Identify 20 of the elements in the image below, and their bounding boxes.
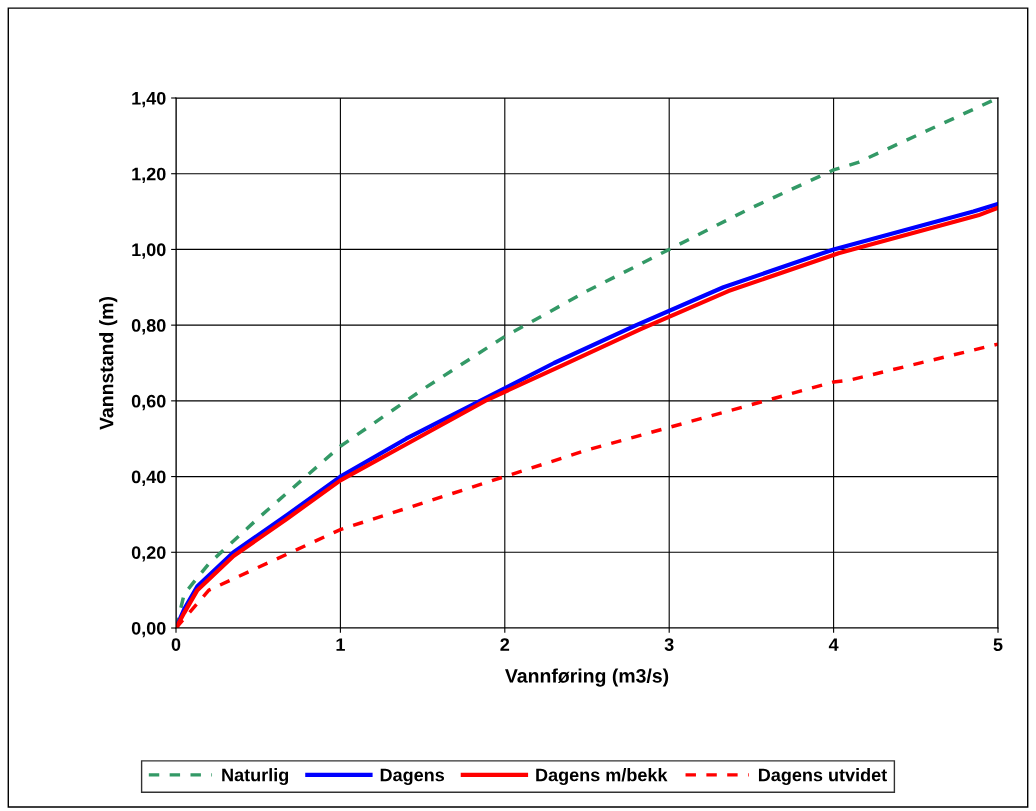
x-axis-title: Vannføring (m3/s) bbox=[505, 668, 669, 687]
y-tick-label: 1,40 bbox=[132, 91, 166, 108]
x-tick-label: 1 bbox=[336, 638, 345, 651]
y-tick-label: 1,20 bbox=[132, 167, 166, 184]
y-tick-label: 0,00 bbox=[131, 621, 166, 638]
y-tick-label: 0,80 bbox=[131, 319, 166, 335]
x-tick-label: 3 bbox=[664, 638, 674, 652]
x-tick-label: 5 bbox=[993, 638, 1003, 651]
legend-label: Dagens utvidet bbox=[758, 768, 887, 786]
y-tick-label: 0,20 bbox=[131, 546, 166, 562]
legend-label: Dagens m/bekk bbox=[536, 768, 668, 786]
x-tick-label: 0 bbox=[171, 638, 181, 651]
x-tick-label: 4 bbox=[828, 638, 839, 651]
y-tick-label: 0,60 bbox=[131, 394, 166, 411]
y-tick-label: 1,00 bbox=[132, 243, 166, 259]
legend-label: Dagens bbox=[380, 768, 445, 786]
legend-label: Naturlig bbox=[222, 768, 289, 786]
y-axis-title: Vannstand (m) bbox=[99, 296, 118, 430]
y-tick-label: 0,40 bbox=[131, 470, 166, 486]
x-tick-label: 2 bbox=[500, 638, 510, 651]
